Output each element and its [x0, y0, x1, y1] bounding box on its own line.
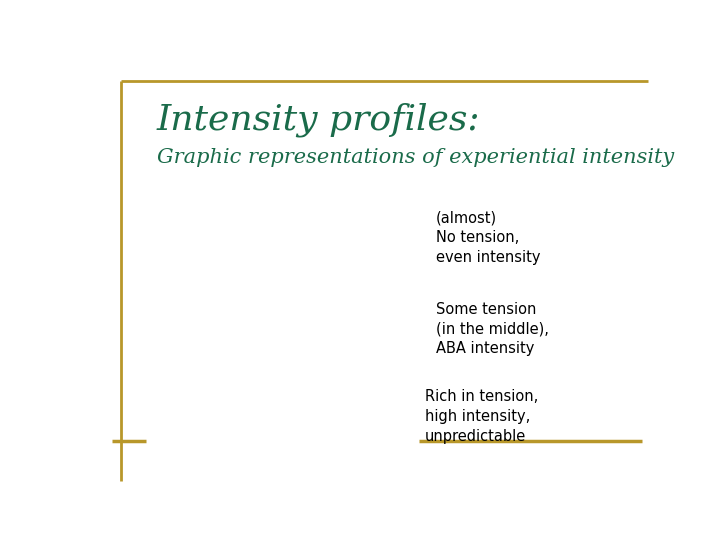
- Text: Graphic representations of experiential intensity: Graphic representations of experiential …: [157, 148, 674, 167]
- Text: (almost)
No tension,
even intensity: (almost) No tension, even intensity: [436, 210, 541, 265]
- Text: Intensity profiles:: Intensity profiles:: [157, 102, 480, 137]
- Text: Some tension
(in the middle),
ABA intensity: Some tension (in the middle), ABA intens…: [436, 302, 549, 356]
- Text: Rich in tension,
high intensity,
unpredictable: Rich in tension, high intensity, unpredi…: [425, 389, 538, 444]
